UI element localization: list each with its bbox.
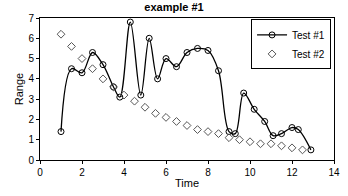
svg-text:0: 0 — [37, 167, 43, 178]
svg-text:Time: Time — [175, 177, 199, 189]
svg-text:Range: Range — [13, 73, 25, 105]
svg-text:Test #1: Test #1 — [292, 30, 325, 41]
svg-text:6: 6 — [28, 33, 34, 44]
svg-text:Test #2: Test #2 — [292, 49, 325, 60]
svg-text:12: 12 — [286, 167, 298, 178]
svg-text:14: 14 — [328, 167, 340, 178]
svg-text:4: 4 — [121, 167, 127, 178]
svg-text:7: 7 — [28, 13, 34, 24]
svg-text:example #1: example #1 — [144, 1, 203, 13]
svg-text:0: 0 — [28, 155, 34, 166]
svg-text:8: 8 — [205, 167, 211, 178]
svg-text:5: 5 — [28, 53, 34, 64]
svg-text:3: 3 — [28, 94, 34, 105]
svg-text:6: 6 — [163, 167, 169, 178]
svg-text:1: 1 — [28, 134, 34, 145]
svg-text:4: 4 — [28, 73, 34, 84]
svg-text:2: 2 — [28, 114, 34, 125]
svg-text:2: 2 — [79, 167, 85, 178]
svg-text:10: 10 — [244, 167, 256, 178]
